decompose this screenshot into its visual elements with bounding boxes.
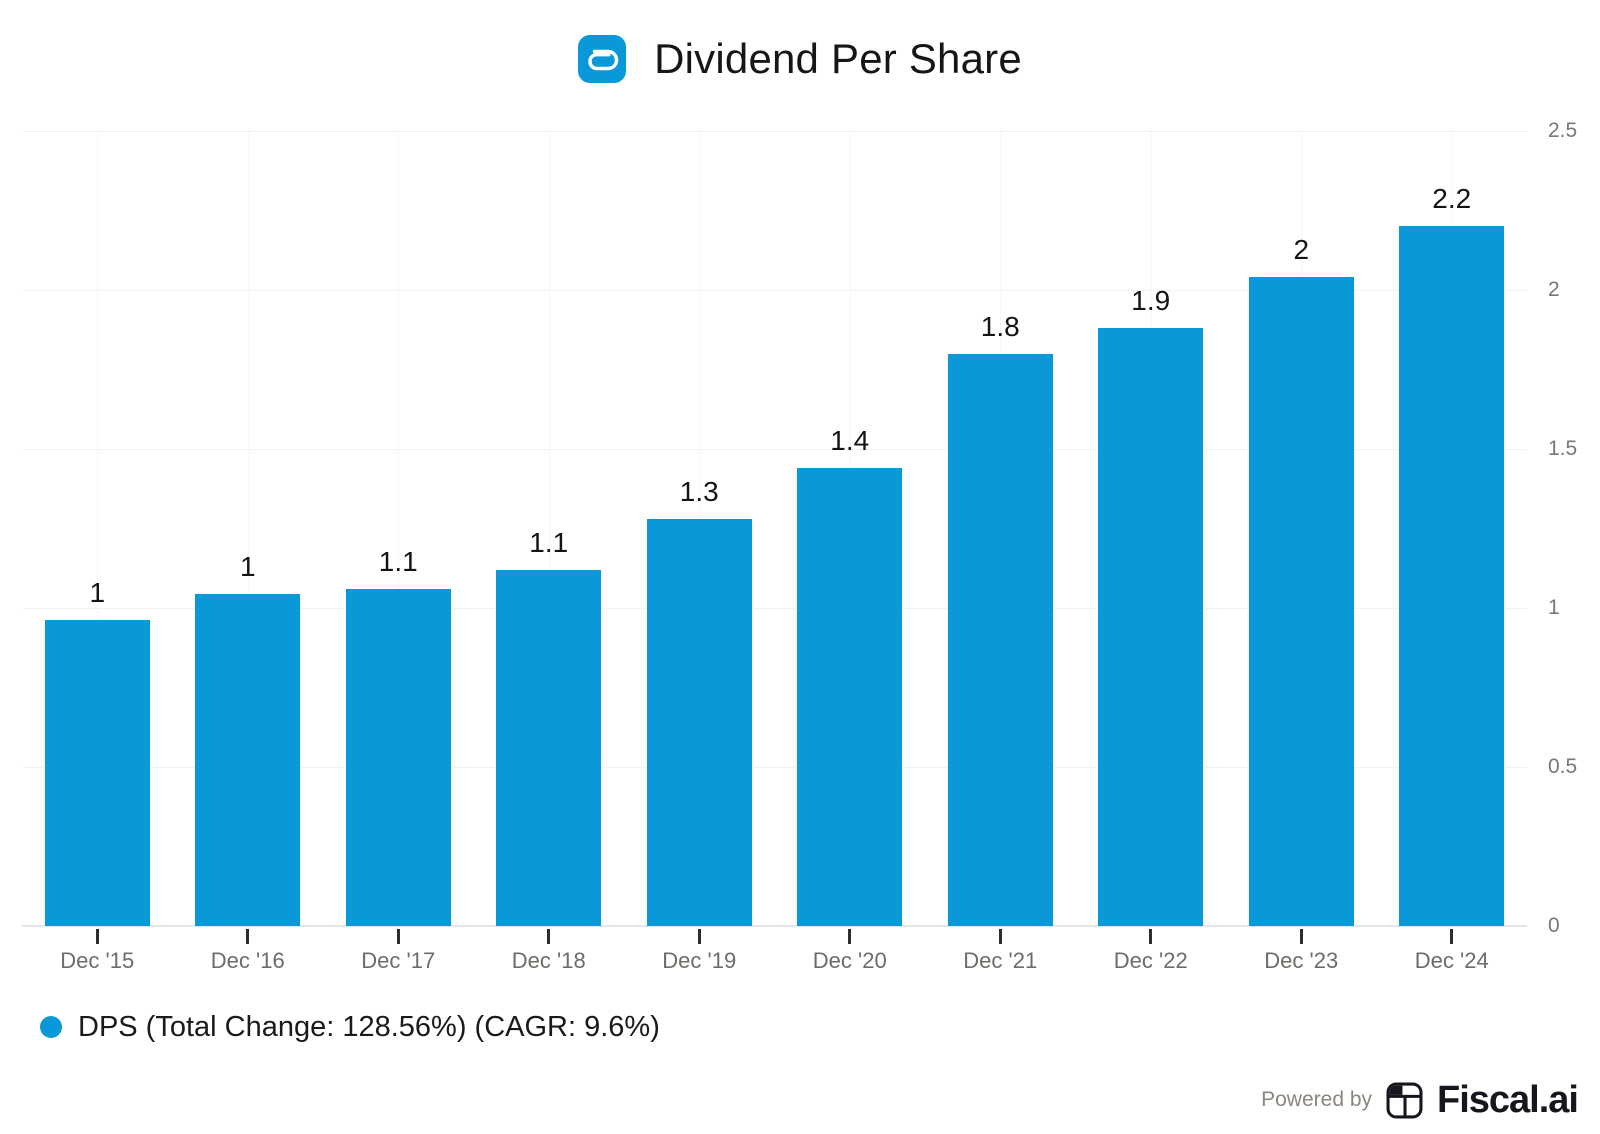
x-axis-tick-label: Dec '21 [963,948,1038,973]
bar-value-label: 1.8 [980,310,1020,342]
powered-by-label: Powered by [1261,1088,1373,1111]
x-gridline [398,130,400,925]
x-axis-tick-label: Dec '15 [60,948,135,973]
x-gridline [97,130,99,925]
bar-value-label: 1.3 [679,475,719,507]
fiscal-ai-logo-icon [1386,1082,1423,1118]
x-gridline [548,130,550,925]
abbott-logo-icon [578,35,627,83]
y-axis-tick-label: 0.5 [1548,755,1578,778]
y-axis-tick-label: 2.5 [1548,119,1578,142]
x-axis-tick-label: Dec '22 [1113,948,1188,973]
x-axis-tick-label: Dec '19 [662,948,737,973]
chart-title: Dividend Per Share [654,35,1022,82]
y-gridline [22,131,1527,132]
bar-value-label: 2.2 [1432,183,1472,215]
x-axis-tick [396,929,400,944]
y-gridline [22,290,1527,291]
x-axis-tick-label: Dec '20 [812,948,887,973]
x-axis-tick [1299,929,1303,944]
x-axis-tick [246,929,250,944]
x-axis-tick-label: Dec '16 [210,948,285,973]
x-axis-tick [1450,929,1454,944]
x-axis-tick [1149,929,1153,944]
y-axis-tick-label: 1 [1548,596,1560,619]
bar-dec-17[interactable] [345,588,451,926]
x-axis-tick-label: Dec '17 [361,948,436,973]
y-axis-tick-label: 0 [1548,914,1560,937]
bar-value-label: 1.9 [1131,285,1171,317]
bar-dec-22[interactable] [1098,328,1204,926]
x-axis-tick [547,929,551,944]
bar-dec-15[interactable] [44,619,150,926]
y-axis-tick-label: 2 [1548,278,1560,301]
x-axis-tick-label: Dec '23 [1264,948,1339,973]
chart-header: Dividend Per Share [0,30,1600,88]
x-axis-tick [998,929,1002,944]
y-gridline [22,767,1527,768]
x-axis-tick-label: Dec '24 [1414,948,1489,973]
x-axis-line [22,925,1527,927]
legend-item-dps[interactable]: DPS (Total Change: 128.56%) (CAGR: 9.6%) [40,1009,660,1045]
x-axis-tick [697,929,701,944]
bar-value-label: 1.1 [529,526,569,558]
bar-value-label: 1.4 [830,425,870,457]
bar-dec-21[interactable] [947,353,1053,926]
legend-marker-icon [40,1016,62,1038]
y-gridline [22,449,1527,450]
footer-attribution: Powered by Fiscal.ai [1261,1078,1579,1122]
bar-dec-20[interactable] [797,468,903,926]
bar-dec-24[interactable] [1399,226,1505,926]
x-axis-tick [848,929,852,944]
y-axis-tick-label: 1.5 [1548,437,1578,460]
bar-dec-19[interactable] [646,518,752,926]
bar-dec-23[interactable] [1248,277,1354,926]
bar-value-label: 2 [1293,234,1310,266]
bar-value-label: 1 [89,576,106,608]
y-gridline [22,608,1527,609]
x-axis-tick-label: Dec '18 [511,948,586,973]
x-gridline [247,130,249,925]
bar-dec-16[interactable] [195,593,301,926]
legend-label: DPS (Total Change: 128.56%) (CAGR: 9.6%) [78,1010,660,1043]
brand-name[interactable]: Fiscal.ai [1437,1078,1579,1121]
bar-value-label: 1.1 [378,545,418,577]
bar-value-label: 1 [239,550,256,582]
bar-dec-18[interactable] [496,569,602,926]
x-axis-tick [95,929,99,944]
